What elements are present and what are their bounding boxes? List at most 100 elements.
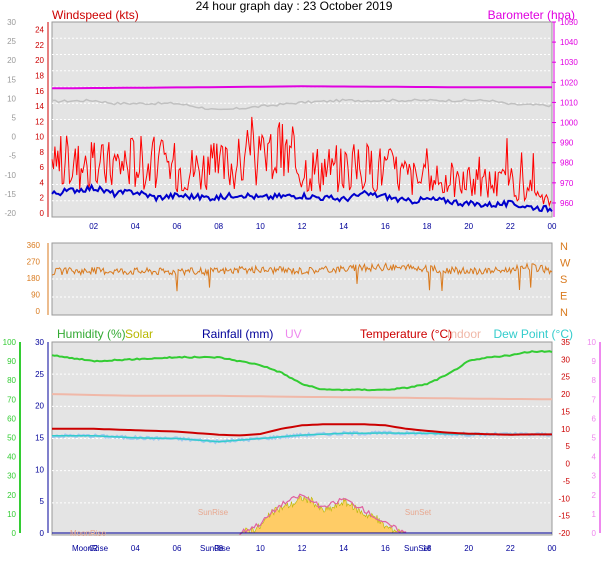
direction-axis-tick-label: 270 (27, 258, 41, 267)
direction-axis-tick-label: 180 (27, 274, 41, 283)
temperature-axis-tick-label: -15 (558, 512, 570, 521)
barometer-axis-tick-label: 1000 (560, 119, 578, 128)
temp-axis-tick-label: 5 (12, 114, 17, 123)
uv-axis-tick-label: 10 (587, 338, 596, 347)
x-tick-label: 02 (89, 544, 98, 553)
wind-axis-tick-label: 24 (35, 26, 44, 35)
legend-humidity: Humidity (%) (57, 327, 126, 341)
legend-indoor: Indoor (447, 327, 481, 341)
uv-axis-tick-label: 6 (592, 414, 597, 423)
humidity-axis-tick-label: 100 (3, 338, 17, 347)
rain-axis-tick-label: 15 (35, 434, 44, 443)
uv-axis-tick-label: 2 (592, 491, 597, 500)
sun-moon-annotation: MoonRise (70, 529, 107, 538)
temp-axis-tick-label: -10 (4, 171, 16, 180)
series-wind-direction-line (51, 262, 553, 292)
uv-axis-tick-label: 1 (592, 510, 597, 519)
barometer-axis-tick-label: 1030 (560, 58, 578, 67)
temperature-axis-tick-label: 25 (561, 373, 570, 382)
x-tick-label: 14 (339, 222, 348, 231)
temperature-axis-tick-label: 30 (561, 355, 570, 364)
x-tick-label: 00 (548, 544, 557, 553)
temperature-axis-tick-label: 5 (566, 442, 571, 451)
legend-dew-point: Dew Point (°C) (494, 327, 573, 341)
wind-axis-tick-label: 14 (35, 102, 44, 111)
series-temperature-line (52, 423, 552, 437)
x-tick-label: 10 (256, 544, 265, 553)
sun-moon-axis-marker: SunRise (200, 544, 231, 553)
sun-moon-annotation: SunSet (405, 508, 432, 517)
temperature-axis-tick-label: 20 (561, 390, 570, 399)
legend-rainfall: Rainfall (mm) (202, 327, 273, 341)
barometer-axis-tick-label: 1040 (560, 38, 578, 47)
x-tick-label: 22 (506, 222, 515, 231)
temperature-axis-tick-label: 15 (561, 407, 570, 416)
barometer-axis-tick-label: 960 (560, 199, 574, 208)
x-tick-label: 00 (548, 222, 557, 231)
x-tick-label: 08 (214, 222, 223, 231)
legend-temperature: Temperature (°C) (360, 327, 452, 341)
barometer-axis-tick-label: 990 (560, 139, 574, 148)
humidity-axis-tick-label: 10 (7, 510, 16, 519)
uv-axis-tick-label: 0 (592, 529, 597, 538)
temperature-axis-tick-label: 35 (561, 338, 570, 347)
compass-label: W (560, 258, 571, 270)
humidity-axis-tick-label: 30 (7, 472, 16, 481)
temp-axis-tick-label: 20 (7, 56, 16, 65)
temp-axis-tick-label: 25 (7, 37, 16, 46)
direction-axis-tick-label: 360 (27, 241, 41, 250)
temp-axis-tick-label: 15 (7, 75, 16, 84)
compass-label: E (560, 291, 567, 303)
windspeed-axis-label: Windspeed (kts) (52, 8, 139, 22)
uv-axis-tick-label: 4 (592, 453, 597, 462)
wind-axis-tick-label: 22 (35, 41, 44, 50)
temperature-axis-tick-label: -10 (558, 494, 570, 503)
wind-axis-tick-label: 2 (40, 194, 45, 203)
humidity-axis-tick-label: 60 (7, 414, 16, 423)
uv-axis-tick-label: 3 (592, 472, 597, 481)
graph-title: 24 hour graph day : 23 October 2019 (196, 0, 393, 13)
temperature-axis-tick-label: 0 (566, 460, 571, 469)
humidity-axis-tick-label: 80 (7, 376, 16, 385)
x-tick-label: 10 (256, 222, 265, 231)
temp-axis-tick-label: 10 (7, 94, 16, 103)
barometer-axis-tick-label: 980 (560, 159, 574, 168)
sun-moon-axis-marker: SunSet (404, 544, 431, 553)
uv-axis-tick-label: 8 (592, 376, 597, 385)
barometer-axis-tick-label: 1050 (560, 18, 578, 27)
rain-axis-tick-label: 20 (35, 402, 44, 411)
wind-axis-tick-label: 0 (40, 209, 45, 218)
rain-axis-tick-label: 0 (40, 529, 45, 538)
compass-label: N (560, 307, 568, 319)
x-tick-label: 18 (423, 222, 432, 231)
rain-axis-tick-label: 10 (35, 465, 44, 474)
wind-axis-tick-label: 4 (40, 178, 45, 187)
barometer-axis-tick-label: 1010 (560, 98, 578, 107)
wind-axis-tick-label: 10 (35, 133, 44, 142)
barometer-axis-label: Barometer (hpa) (488, 8, 575, 22)
series-uv-line (239, 493, 407, 536)
wind-axis-tick-label: 18 (35, 71, 44, 80)
x-tick-label: 12 (298, 222, 307, 231)
x-tick-label: 06 (173, 222, 182, 231)
series-barometer-line (52, 85, 552, 90)
temp-axis-tick-label: -20 (4, 209, 16, 218)
x-tick-label: 18 (423, 544, 432, 553)
x-tick-label: 20 (464, 222, 473, 231)
temperature-axis-tick-label: -5 (563, 477, 571, 486)
series-humidity-line (51, 349, 553, 392)
temperature-axis-tick-label: 10 (561, 425, 570, 434)
wind-axis-tick-label: 6 (40, 163, 45, 172)
x-tick-label: 16 (381, 222, 390, 231)
legend-uv: UV (285, 327, 302, 341)
series-wind-avg-line (51, 183, 553, 213)
series-wind-gust-line (51, 116, 552, 208)
temp-axis-tick-label: -5 (9, 152, 17, 161)
temp-axis-tick-label: 0 (12, 133, 17, 142)
wind-axis-tick-label: 8 (40, 148, 45, 157)
uv-axis-tick-label: 5 (592, 434, 597, 443)
humidity-axis-tick-label: 20 (7, 491, 16, 500)
humidity-axis-tick-label: 90 (7, 357, 16, 366)
humidity-axis-tick-label: 0 (12, 529, 17, 538)
